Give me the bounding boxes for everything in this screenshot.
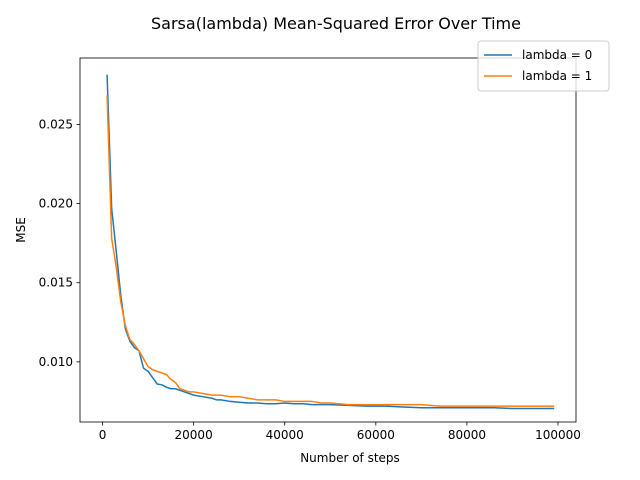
x-tick-label: 0: [99, 428, 107, 442]
chart-title: Sarsa(lambda) Mean-Squared Error Over Ti…: [151, 14, 521, 33]
x-tick-label: 80000: [448, 428, 486, 442]
x-tick-label: 40000: [266, 428, 304, 442]
x-axis-label: Number of steps: [300, 451, 400, 465]
legend-label-1: lambda = 1: [522, 69, 592, 83]
axes-frame: [79, 57, 577, 423]
legend-label-0: lambda = 0: [522, 48, 592, 62]
x-tick-label: 60000: [357, 428, 395, 442]
y-tick-label: 0.010: [39, 355, 73, 369]
plot-area: 0 20000 40000 60000 80000 100000 0.010 0.015 0.0…: [39, 40, 610, 442]
x-tick-label: 100000: [535, 428, 581, 442]
y-tick-label: 0.015: [39, 276, 73, 290]
legend-box: [477, 40, 610, 92]
y-axis-label: MSE: [14, 217, 28, 243]
x-tick-label: 20000: [175, 428, 213, 442]
series-line-0: [106, 74, 555, 410]
y-tick-label: 0.025: [39, 117, 73, 131]
y-tick-label: 0.020: [39, 197, 73, 211]
series-line-1: [106, 95, 555, 407]
